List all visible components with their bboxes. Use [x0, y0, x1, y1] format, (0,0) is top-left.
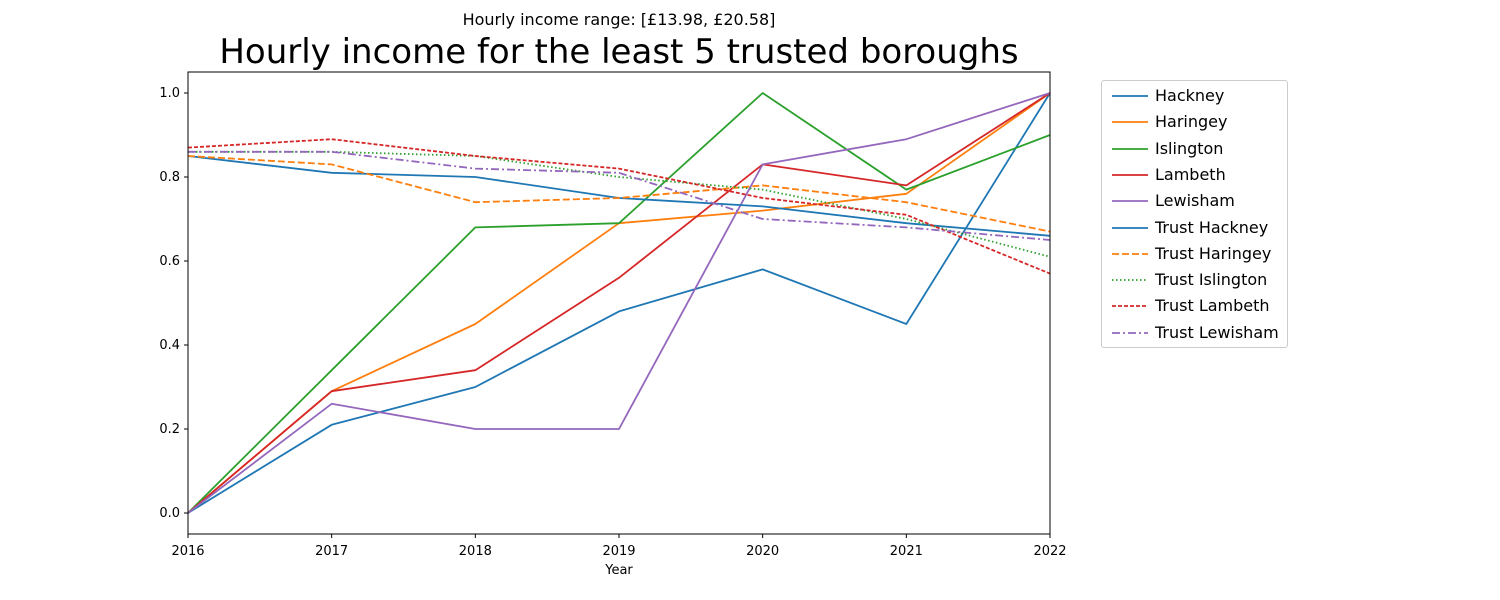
legend-item: Trust Haringey	[1102, 241, 1287, 267]
x-axis-label: Year	[604, 563, 633, 578]
legend-swatch	[1112, 95, 1148, 97]
legend-item: Lambeth	[1102, 162, 1287, 188]
legend-swatch	[1112, 305, 1148, 308]
legend-label: Trust Haringey	[1155, 243, 1272, 263]
legend-swatch	[1112, 331, 1148, 334]
legend-item: Trust Hackney	[1102, 215, 1287, 241]
legend-label: Trust Islington	[1155, 270, 1268, 290]
x-axis-ticks: 2016 2017 2018 2019 2020 2021 2022	[171, 534, 1067, 559]
series-line-trust-lewisham	[188, 150, 1051, 241]
y-tick-label: 0.0	[159, 506, 180, 521]
legend-item: Hackney	[1102, 83, 1287, 109]
y-tick-label: 0.6	[159, 254, 180, 269]
x-tick-label: 2019	[602, 544, 635, 559]
plot-lines	[187, 92, 1051, 514]
x-tick-label: 2021	[890, 544, 923, 559]
series-line-trust-haringey	[187, 155, 1051, 233]
y-tick-label: 0.8	[159, 170, 180, 185]
plot-frame	[187, 71, 1051, 535]
legend-swatch	[1112, 121, 1148, 124]
legend-label: Lambeth	[1155, 164, 1226, 184]
x-tick-label: 2020	[746, 544, 779, 559]
series-line-islington	[187, 92, 1051, 514]
legend-item: Trust Lambeth	[1102, 293, 1287, 319]
legend-label: Trust Lewisham	[1155, 322, 1279, 342]
series-line-trust-lambeth	[187, 138, 1051, 275]
legend-item: Trust Islington	[1102, 267, 1287, 293]
legend-label: Islington	[1155, 138, 1224, 158]
y-tick-label: 1.0	[159, 86, 180, 101]
legend-item: Lewisham	[1102, 188, 1287, 214]
legend-swatch	[1112, 173, 1148, 176]
y-tick-label: 0.2	[159, 422, 180, 437]
x-tick-label: 2016	[171, 544, 204, 559]
y-axis-ticks: 0.0 0.2 0.4 0.6 0.8 1.0	[159, 86, 188, 521]
legend-swatch	[1112, 200, 1148, 203]
x-tick-label: 2018	[459, 544, 492, 559]
legend-label: Lewisham	[1155, 191, 1235, 211]
x-tick-label: 2017	[315, 544, 348, 559]
series-line-hackney	[187, 92, 1051, 514]
legend-label: Trust Hackney	[1155, 217, 1269, 237]
legend-item: Haringey	[1102, 109, 1287, 135]
legend-item: Trust Lewisham	[1102, 320, 1287, 346]
legend: Hackney Haringey Islington Lambeth Lewisham T…	[1101, 80, 1288, 348]
series-line-trust-islington	[188, 150, 1051, 258]
chart-subtitle: Hourly income range: [£13.98, £20.58]	[462, 10, 776, 29]
series-line-lewisham	[187, 92, 1051, 514]
series-line-lambeth	[187, 92, 1051, 514]
legend-label: Haringey	[1155, 112, 1228, 132]
legend-label: Trust Lambeth	[1155, 296, 1270, 316]
legend-item: Islington	[1102, 136, 1287, 162]
series-line-haringey	[187, 92, 1051, 514]
y-tick-label: 0.4	[159, 338, 180, 353]
legend-swatch	[1112, 279, 1148, 281]
legend-swatch	[1112, 252, 1148, 255]
legend-swatch	[1112, 147, 1148, 150]
chart-title: Hourly income for the least 5 trusted bo…	[219, 32, 1019, 72]
legend-swatch	[1112, 226, 1148, 229]
x-tick-label: 2022	[1033, 544, 1066, 559]
legend-label: Hackney	[1155, 86, 1225, 105]
